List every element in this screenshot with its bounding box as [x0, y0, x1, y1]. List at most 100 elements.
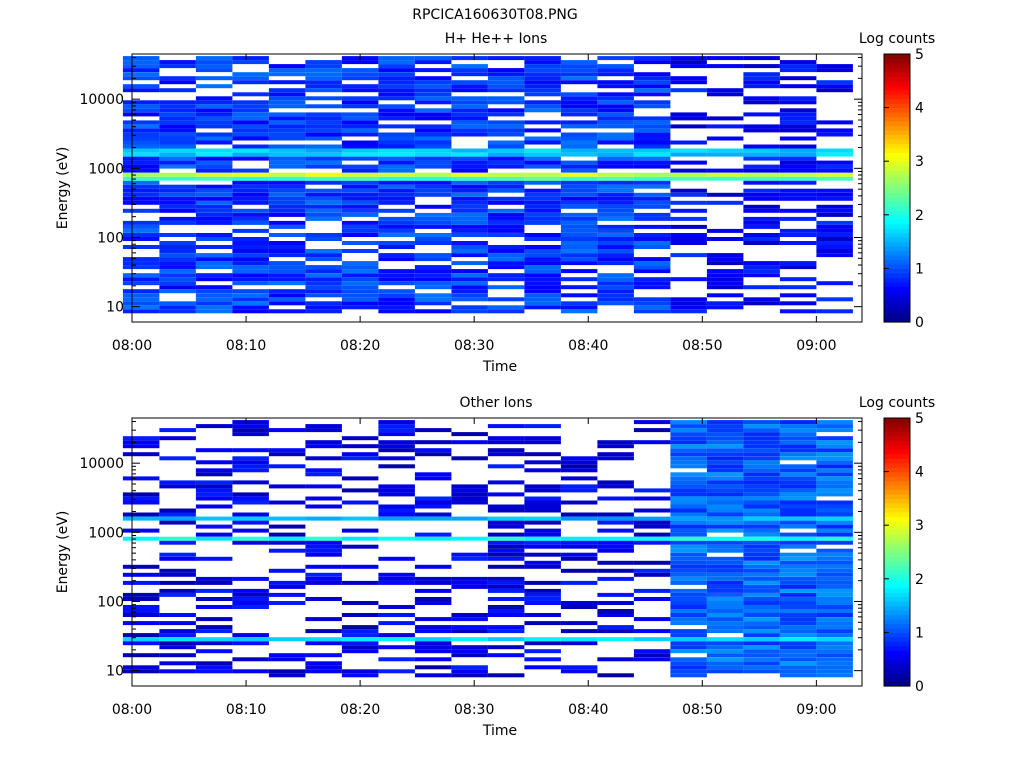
- heatmap-cell: [378, 224, 415, 229]
- heatmap-cell: [597, 536, 634, 541]
- heatmap-cell: [706, 305, 744, 310]
- heatmap-cell: [597, 64, 634, 69]
- heatmap-cell: [524, 245, 561, 249]
- heatmap-cell: [560, 464, 598, 469]
- heatmap-cell: [560, 460, 598, 465]
- heatmap-cell: [232, 605, 269, 609]
- heatmap-cell: [341, 289, 379, 294]
- heatmap-cell: [816, 657, 853, 662]
- heatmap-cell: [816, 253, 853, 258]
- heatmap-cell: [122, 476, 160, 481]
- heatmap-cell: [560, 192, 598, 197]
- heatmap-cell: [560, 172, 598, 177]
- heatmap-cell: [378, 420, 415, 425]
- heatmap-cell: [779, 156, 817, 161]
- heatmap-cell: [816, 548, 853, 553]
- heatmap-cell: [633, 496, 671, 501]
- heatmap-cell: [560, 456, 598, 461]
- heatmap-cell: [268, 532, 306, 537]
- heatmap-cell: [779, 476, 817, 481]
- heatmap-cell: [779, 100, 817, 105]
- heatmap-cell: [560, 669, 598, 674]
- heatmap-cell: [341, 196, 379, 201]
- heatmap-cell: [232, 180, 269, 185]
- heatmap-cell: [743, 512, 780, 517]
- heatmap-cell: [268, 516, 306, 521]
- heatmap-cell: [779, 597, 817, 601]
- heatmap-cell: [487, 532, 525, 537]
- heatmap-cell: [560, 293, 598, 298]
- heatmap-cell: [487, 245, 525, 249]
- heatmap-cell: [597, 452, 634, 457]
- heatmap-cell: [706, 420, 744, 425]
- heatmap-cell: [816, 669, 853, 674]
- heatmap-cell: [597, 84, 634, 89]
- heatmap-cell: [706, 136, 744, 141]
- colorbar-swatch: [884, 654, 910, 660]
- y-tick-label: 10000: [79, 456, 124, 472]
- heatmap-cell: [779, 601, 817, 605]
- heatmap-cell: [706, 625, 744, 630]
- heatmap-cell: [341, 76, 379, 81]
- heatmap-cell: [706, 476, 744, 481]
- heatmap-cell: [816, 601, 853, 605]
- x-tick-label: 08:20: [340, 702, 380, 718]
- heatmap-cell: [743, 516, 780, 521]
- heatmap-cell: [779, 64, 817, 69]
- heatmap-cell: [743, 472, 780, 477]
- heatmap-cell: [414, 152, 452, 157]
- heatmap-cell: [268, 289, 306, 294]
- heatmap-cell: [268, 524, 306, 529]
- heatmap-cell: [560, 168, 598, 173]
- heatmap-cell: [779, 216, 817, 221]
- heatmap-cell: [633, 92, 671, 97]
- heatmap-cell: [706, 500, 744, 505]
- heatmap-cell: [779, 661, 817, 666]
- heatmap-cell: [670, 448, 707, 453]
- heatmap-cell: [122, 120, 160, 125]
- heatmap-cell: [378, 277, 415, 282]
- heatmap-cell: [414, 637, 452, 642]
- heatmap-cell: [633, 84, 671, 89]
- heatmap-cell: [816, 488, 853, 493]
- heatmap-cell: [779, 665, 817, 670]
- heatmap-cell: [633, 144, 671, 149]
- heatmap-cell: [268, 172, 306, 177]
- heatmap-cell: [816, 552, 853, 557]
- heatmap-cell: [232, 528, 269, 533]
- heatmap-cell: [670, 552, 707, 557]
- heatmap-cell: [560, 96, 598, 101]
- heatmap-cell: [305, 172, 342, 177]
- heatmap-cell: [706, 484, 744, 489]
- heatmap-cell: [560, 233, 598, 237]
- heatmap-cell: [232, 265, 269, 270]
- colorbar-swatch: [884, 147, 910, 153]
- heatmap-cell: [122, 148, 160, 153]
- heatmap-cell: [487, 132, 525, 137]
- heatmap-cell: [341, 88, 379, 93]
- heatmap-cell: [487, 309, 525, 314]
- heatmap-cell: [378, 160, 415, 165]
- heatmap-cell: [305, 176, 342, 181]
- heatmap-cell: [378, 637, 415, 642]
- heatmap-cell: [524, 60, 561, 65]
- heatmap-cell: [816, 460, 853, 465]
- heatmap-cell: [341, 633, 379, 638]
- heatmap-cell: [633, 305, 671, 310]
- heatmap-cell: [487, 212, 525, 217]
- heatmap-cell: [341, 176, 379, 181]
- heatmap-cell: [816, 128, 853, 133]
- heatmap-cell: [341, 96, 379, 101]
- heatmap-cell: [414, 140, 452, 145]
- heatmap-cell: [816, 576, 853, 581]
- heatmap-cell: [597, 261, 634, 266]
- heatmap-cell: [524, 657, 561, 662]
- heatmap-cell: [633, 540, 671, 545]
- heatmap-cell: [779, 629, 817, 634]
- heatmap-cell: [122, 309, 160, 314]
- heatmap-cell: [195, 516, 233, 521]
- heatmap-cell: [706, 428, 744, 433]
- heatmap-cell: [305, 104, 342, 109]
- heatmap-cell: [670, 496, 707, 501]
- heatmap-cell: [341, 212, 379, 217]
